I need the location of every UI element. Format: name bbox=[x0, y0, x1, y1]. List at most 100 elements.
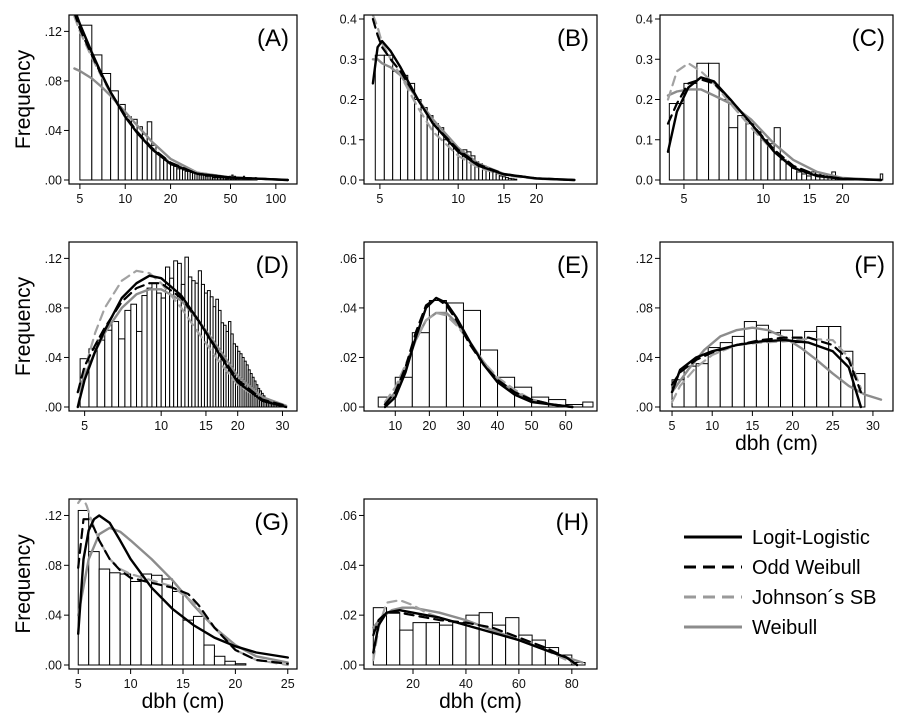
curve-logit-logistic bbox=[75, 15, 289, 182]
histogram-bar bbox=[792, 342, 806, 408]
histogram-bar bbox=[801, 173, 808, 181]
histogram-bar bbox=[695, 363, 709, 408]
histogram-bar bbox=[140, 573, 153, 666]
legend-label-odd-weibull: Odd Weibull bbox=[752, 557, 861, 579]
histogram-bar bbox=[420, 107, 428, 181]
x-tick-label: 25 bbox=[281, 677, 295, 691]
x-tick-label: 20 bbox=[164, 192, 178, 206]
plot-frame bbox=[659, 241, 894, 412]
histogram-bar bbox=[98, 568, 111, 666]
x-tick-label: 5 bbox=[669, 419, 676, 433]
y-tick-label: .08 bbox=[45, 74, 62, 88]
histogram-bar bbox=[184, 256, 189, 408]
x-tick-label: 30 bbox=[457, 419, 471, 433]
x-axis-title: dbh (cm) bbox=[439, 690, 522, 713]
histogram-bar bbox=[718, 99, 730, 181]
y-tick-label: .00 bbox=[340, 659, 357, 673]
curve-logit-logistic bbox=[371, 39, 576, 182]
histogram-bar bbox=[166, 162, 172, 181]
legend-label-johnson-sb: Johnson´s SB bbox=[752, 587, 877, 609]
fitted-curves bbox=[371, 15, 576, 182]
histogram-bars bbox=[668, 62, 884, 181]
histogram-bar bbox=[141, 295, 148, 408]
x-tick-label: 15 bbox=[176, 677, 190, 691]
y-tick-label: .08 bbox=[636, 301, 653, 315]
histogram-bar bbox=[160, 297, 167, 408]
x-tick-label: 5 bbox=[376, 192, 383, 206]
histogram-bar bbox=[96, 339, 106, 408]
x-tick-label: 20 bbox=[836, 192, 850, 206]
histogram-bar bbox=[767, 332, 782, 408]
curve-logit-logistic bbox=[76, 274, 288, 409]
y-tick-label: .04 bbox=[45, 609, 62, 623]
panel-label: (H) bbox=[556, 509, 589, 536]
panel-label: (G) bbox=[254, 509, 289, 536]
histogram-bar bbox=[779, 159, 787, 181]
y-tick-label: .04 bbox=[45, 124, 62, 138]
histogram-bar bbox=[737, 115, 747, 181]
panel-label: (D) bbox=[256, 252, 289, 279]
panel-a: .00 .04 .08 .12 5 10 20 50 100 (A) Frequency bbox=[12, 14, 298, 206]
curve-odd-weibull bbox=[670, 336, 863, 394]
histogram-bar bbox=[130, 581, 142, 666]
histogram-bar bbox=[719, 342, 733, 408]
y-tick-label: .06 bbox=[340, 509, 357, 523]
curve-odd-weibull bbox=[76, 282, 288, 407]
panel-d: .00 .04 .08 .12 5 10 15 20 30 (D) Frequency bbox=[12, 241, 298, 433]
y-tick-label: .04 bbox=[340, 559, 357, 573]
x-tick-label: 30 bbox=[276, 419, 290, 433]
histogram-bar bbox=[146, 121, 153, 181]
histogram-bar bbox=[731, 335, 745, 408]
x-tick-label: 50 bbox=[525, 419, 539, 433]
y-tick-label: 0.0 bbox=[636, 174, 653, 188]
histogram-bar bbox=[118, 338, 126, 408]
histogram-bar bbox=[104, 329, 113, 408]
histogram-bar bbox=[182, 619, 194, 666]
y-axis-title: Frequency bbox=[12, 49, 35, 149]
y-tick-label: .00 bbox=[636, 401, 653, 415]
x-tick-label: 5 bbox=[81, 419, 88, 433]
histogram-bar bbox=[151, 282, 158, 408]
histogram-bar bbox=[111, 321, 120, 408]
y-tick-label: 0.0 bbox=[340, 174, 357, 188]
panel-label: (B) bbox=[557, 25, 589, 52]
y-tick-label: .04 bbox=[340, 301, 357, 315]
plot-frame bbox=[363, 498, 598, 670]
histogram-bar bbox=[386, 612, 401, 666]
x-tick-label: 15 bbox=[199, 419, 213, 433]
histogram-bar bbox=[177, 262, 182, 408]
panels-layer: .00 .04 .08 .12 5 10 20 50 100 (A) Frequency 0.0 0.1… bbox=[12, 13, 894, 713]
plot-frame bbox=[68, 14, 298, 185]
y-tick-label: .04 bbox=[45, 351, 62, 365]
curve-odd-weibull bbox=[372, 611, 579, 667]
x-tick-label: 10 bbox=[118, 192, 132, 206]
x-tick-label: 40 bbox=[491, 419, 505, 433]
histogram-bar bbox=[760, 139, 769, 181]
histogram-bar bbox=[163, 159, 168, 181]
x-tick-label: 5 bbox=[75, 677, 82, 691]
y-tick-label: .12 bbox=[45, 509, 62, 523]
histogram-bar bbox=[203, 644, 215, 666]
x-tick-label: 20 bbox=[228, 677, 242, 691]
panel-b: 0.0 0.1 0.2 0.3 0.4 5 10 15 20 (B) bbox=[340, 13, 598, 206]
x-tick-label: 10 bbox=[124, 677, 138, 691]
y-tick-label: .02 bbox=[340, 351, 357, 365]
histogram-bar bbox=[513, 178, 518, 181]
histogram-bars bbox=[77, 509, 247, 666]
histogram-bars bbox=[79, 256, 285, 408]
histogram-bar bbox=[146, 287, 153, 408]
plot-frame bbox=[68, 241, 298, 412]
y-tick-label: 0.4 bbox=[636, 13, 653, 27]
legend: Logit-Logistic Odd Weibull Johnson´s SB … bbox=[684, 527, 877, 639]
x-tick-label: 20 bbox=[786, 419, 800, 433]
legend-label-logit-logistic: Logit-Logistic bbox=[752, 527, 870, 549]
x-tick-label: 20 bbox=[231, 419, 245, 433]
histogram-bar bbox=[130, 303, 138, 408]
panel-label: (A) bbox=[257, 25, 289, 52]
histogram-bar bbox=[392, 70, 401, 181]
histogram-bar bbox=[399, 629, 414, 666]
plot-frame bbox=[363, 241, 598, 412]
y-axis-title: Frequency bbox=[12, 276, 35, 376]
histogram-bar bbox=[796, 171, 803, 181]
